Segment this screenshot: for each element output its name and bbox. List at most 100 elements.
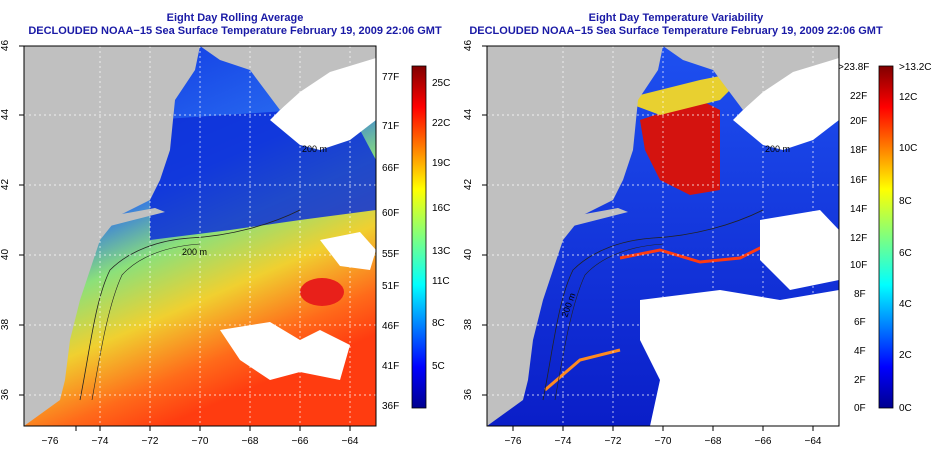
- left-contour-label-a: 200 m: [182, 247, 208, 257]
- right-cb-f-3: 18F: [850, 145, 868, 156]
- right-cb-c-3: 8C: [899, 196, 912, 207]
- right-land-north: [663, 46, 839, 110]
- right-lon-72: −72: [604, 436, 622, 447]
- right-land-mainland: [487, 46, 663, 426]
- right-lat-44: 44: [463, 108, 475, 121]
- left-warm-eddy: [300, 278, 344, 306]
- left-lat-40: 40: [0, 248, 12, 261]
- right-south-filament: [544, 348, 621, 392]
- right-cb-f-6: 12F: [850, 233, 868, 244]
- right-lat-36: 36: [463, 388, 475, 401]
- right-cb-c-0: >13.2C: [899, 62, 932, 73]
- left-cb-c-4: 13C: [432, 246, 451, 257]
- left-cb-f-5: 51F: [382, 281, 400, 292]
- right-lon-64: −64: [804, 436, 822, 447]
- right-cloud-1: [640, 290, 839, 426]
- right-lat-40: 40: [463, 248, 475, 261]
- right-cb-f-8: 8F: [854, 289, 866, 300]
- right-contour-label-b: 200 m: [765, 144, 791, 154]
- left-cloud-2: [320, 232, 376, 270]
- left-lat-36: 36: [0, 388, 12, 401]
- right-map: [482, 45, 840, 431]
- left-lon-72: −72: [141, 436, 159, 447]
- right-yellow-band: [620, 70, 750, 115]
- left-cb-c-6: 8C: [432, 318, 445, 329]
- left-title-line1: Eight Day Rolling Average: [166, 12, 304, 24]
- right-colorbar: [878, 65, 894, 409]
- left-land-north: [200, 46, 376, 110]
- right-lat-46: 46: [463, 39, 475, 52]
- right-nova-scotia: [733, 52, 839, 150]
- right-graticule: [487, 46, 839, 426]
- left-lon-68: −68: [241, 436, 259, 447]
- right-cb-f-5: 14F: [850, 204, 868, 215]
- right-lon-76: −76: [504, 436, 522, 447]
- left-cb-c-3: 16C: [432, 203, 451, 214]
- left-title-line2: DECLOUDED NOAA−15 Sea Surface Temperatur…: [28, 25, 442, 37]
- left-cb-f-7: 41F: [382, 361, 400, 372]
- right-lat-42: 42: [463, 178, 475, 191]
- right-cb-c-7: 0C: [899, 403, 912, 414]
- left-cb-c-1: 22C: [432, 118, 451, 129]
- left-lon-74: −74: [91, 436, 109, 447]
- right-lon-74: −74: [554, 436, 572, 447]
- left-cb-f-8: 36F: [382, 401, 400, 412]
- right-long-island: [563, 208, 628, 226]
- right-cb-c-2: 10C: [899, 143, 918, 154]
- left-long-island: [100, 208, 165, 226]
- right-hot-gulf-maine: [640, 100, 720, 195]
- right-cb-c-1: 12C: [899, 92, 918, 103]
- left-land-mainland: [24, 46, 200, 426]
- right-title-line2: DECLOUDED NOAA−15 Sea Surface Temperatur…: [469, 25, 883, 37]
- left-lat-46: 46: [0, 39, 12, 52]
- left-cb-c-0: 25C: [432, 78, 451, 89]
- left-cb-f-4: 55F: [382, 249, 400, 260]
- right-lat-38: 38: [463, 318, 475, 331]
- left-colorbar: [411, 65, 427, 409]
- left-cb-c-2: 19C: [432, 158, 451, 169]
- left-contour-200m: [79, 209, 301, 401]
- left-lat-38: 38: [0, 318, 12, 331]
- right-title-line1: Eight Day Temperature Variability: [588, 12, 764, 24]
- right-cb-c-6: 2C: [899, 350, 912, 361]
- left-cb-f-2: 66F: [382, 163, 400, 174]
- left-cb-c-7: 5C: [432, 361, 445, 372]
- left-lon-66: −66: [291, 436, 309, 447]
- left-lat-42: 42: [0, 178, 12, 191]
- left-cb-c-5: 11C: [432, 276, 450, 287]
- left-nova-scotia: [270, 52, 376, 150]
- right-cb-c-5: 4C: [899, 299, 912, 310]
- right-cb-f-11: 2F: [854, 375, 866, 386]
- left-contour-200m-b: [91, 243, 201, 401]
- right-lon-66: −66: [754, 436, 772, 447]
- right-cb-f-4: 16F: [850, 175, 868, 186]
- left-contour-label-b: 200 m: [302, 144, 328, 154]
- right-contour-200m-b: [554, 243, 664, 401]
- left-lat-44: 44: [0, 108, 12, 121]
- left-cloud-1: [220, 322, 350, 380]
- left-graticule: [24, 46, 376, 426]
- right-map-title: Eight Day Temperature Variability DECLOU…: [466, 12, 886, 38]
- right-cb-f-1: 22F: [850, 91, 868, 102]
- right-cb-f-9: 6F: [854, 317, 866, 328]
- right-contour-200m: [542, 209, 764, 401]
- right-cb-f-2: 20F: [850, 116, 868, 127]
- left-lon-64: −64: [341, 436, 359, 447]
- right-cb-f-10: 4F: [854, 346, 866, 357]
- left-cb-f-6: 46F: [382, 321, 400, 332]
- left-map-title: Eight Day Rolling Average DECLOUDED NOAA…: [0, 12, 470, 38]
- right-cb-f-12: 0F: [854, 403, 866, 414]
- right-cb-f-0: >23.8F: [838, 62, 870, 73]
- left-map: [19, 45, 377, 431]
- left-cb-f-1: 71F: [382, 121, 400, 132]
- left-lon-70: −70: [191, 436, 209, 447]
- left-cb-f-0: 77F: [382, 72, 400, 83]
- right-lon-68: −68: [704, 436, 722, 447]
- left-lon-76: −76: [41, 436, 59, 447]
- left-cb-f-3: 60F: [382, 208, 400, 219]
- right-cb-f-7: 10F: [850, 260, 868, 271]
- right-lon-70: −70: [654, 436, 672, 447]
- right-cb-c-4: 6C: [899, 248, 912, 259]
- right-cloud-2: [760, 210, 839, 290]
